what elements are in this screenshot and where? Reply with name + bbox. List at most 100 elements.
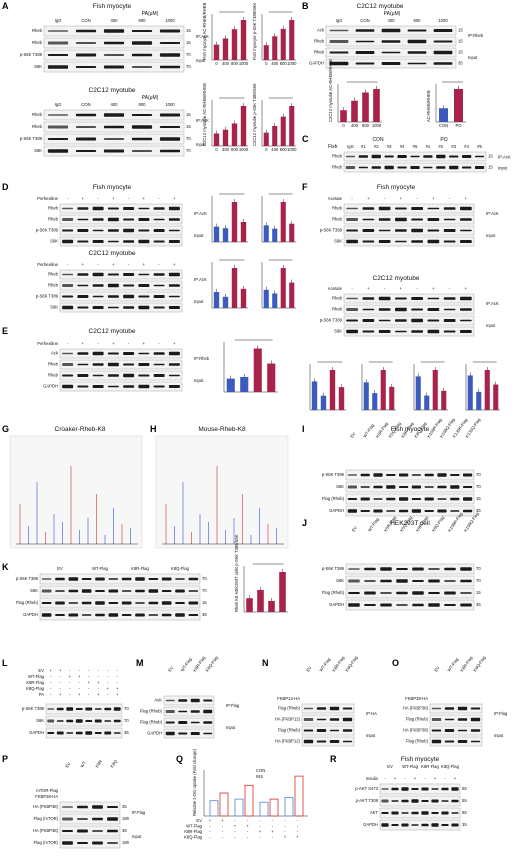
sign: - xyxy=(384,776,386,781)
panel-C-fish-label: Fish xyxy=(328,144,338,150)
band xyxy=(107,306,119,309)
bar xyxy=(454,88,463,122)
band xyxy=(421,823,429,827)
band xyxy=(329,706,340,711)
band xyxy=(153,374,165,377)
panel-C-group-po: PO xyxy=(440,137,447,143)
bar xyxy=(263,289,269,308)
band xyxy=(153,273,165,276)
mw-label: 70 xyxy=(186,148,191,153)
band xyxy=(433,40,453,43)
band xyxy=(159,53,181,57)
band xyxy=(395,319,407,322)
band xyxy=(123,306,135,309)
bar xyxy=(240,376,249,392)
bar xyxy=(280,28,286,60)
band xyxy=(380,592,392,594)
band xyxy=(316,707,327,710)
band xyxy=(443,229,456,232)
band xyxy=(178,732,188,735)
band xyxy=(316,740,327,743)
band xyxy=(470,740,481,743)
band xyxy=(123,207,135,210)
side-label: Input xyxy=(486,323,496,328)
band xyxy=(107,385,119,388)
band xyxy=(449,155,459,158)
band xyxy=(148,589,159,593)
blot-strip xyxy=(301,736,355,747)
blot-strip xyxy=(59,302,183,313)
band xyxy=(104,707,112,711)
x-tick-label: 800 xyxy=(231,147,239,152)
row-label: p-AKT T308 xyxy=(356,798,379,803)
band xyxy=(77,273,89,276)
panel-D-c2c12-lanes: Perhexiline - + - + - + - + xyxy=(37,262,176,267)
band xyxy=(95,577,105,581)
row-label: S6K xyxy=(334,239,342,244)
bar xyxy=(231,123,238,146)
lane-label: EV xyxy=(349,431,356,439)
row-label: GAPDH xyxy=(147,731,162,736)
band xyxy=(92,284,104,287)
mw-label: 70 xyxy=(186,136,191,141)
band xyxy=(41,613,52,617)
band xyxy=(92,351,104,356)
lane-label: #3 xyxy=(451,144,456,149)
mw-label: 15 xyxy=(202,600,207,605)
band xyxy=(362,218,375,221)
band xyxy=(41,589,52,593)
sign: - xyxy=(234,818,236,823)
band xyxy=(85,731,93,735)
condition-label: PA xyxy=(39,692,44,697)
lane-label: K8Q-Flag xyxy=(441,764,460,769)
sign: + xyxy=(173,196,176,201)
mw-label: 70 xyxy=(124,706,129,711)
row-label: Rheb xyxy=(332,307,343,312)
sign: - xyxy=(128,341,130,346)
mw-label: 15 xyxy=(458,28,463,33)
band xyxy=(159,149,181,153)
band xyxy=(347,474,358,476)
bar xyxy=(338,387,345,410)
blot-strip xyxy=(163,717,215,728)
band xyxy=(424,509,434,513)
band xyxy=(68,577,79,581)
band xyxy=(203,699,213,702)
panel-G-spectrum xyxy=(9,435,143,549)
row-label: Rheb xyxy=(32,40,43,45)
x-tick-label: 0 xyxy=(265,147,268,152)
side-label: IP:Flag xyxy=(494,711,508,716)
blot-strip xyxy=(59,348,183,359)
sign: - xyxy=(209,824,211,829)
band xyxy=(346,218,358,221)
y-axis-label: Rheb K8 HEK293T cells p-S6K T389/S6K xyxy=(234,534,239,612)
side-label: Input xyxy=(132,834,142,839)
band xyxy=(411,318,423,323)
bar xyxy=(231,202,238,242)
sign: + xyxy=(116,686,119,691)
band xyxy=(329,40,349,43)
band xyxy=(77,385,89,388)
panel-I-letter: I xyxy=(302,424,305,434)
band xyxy=(462,485,473,489)
row-label: Rheb xyxy=(332,206,343,211)
band xyxy=(395,229,407,232)
panel-A-chart-c2-ack: C2C12 myotube AC-RHEB/RHEB 0 400 800 1000 xyxy=(202,83,249,152)
sign: + xyxy=(246,824,249,829)
blot-strip xyxy=(301,714,355,725)
mw-label: 70 xyxy=(476,566,481,571)
band xyxy=(428,591,440,595)
row-label: GAPDH xyxy=(329,508,344,513)
lane-label: #1 xyxy=(361,144,366,149)
band xyxy=(428,603,440,607)
band xyxy=(348,591,360,595)
band xyxy=(401,787,409,791)
band xyxy=(450,473,460,477)
blot-strip xyxy=(345,505,475,517)
band xyxy=(411,474,422,476)
band xyxy=(81,614,92,616)
band xyxy=(444,567,456,571)
band xyxy=(373,509,383,513)
band xyxy=(431,823,439,827)
band xyxy=(153,363,165,366)
